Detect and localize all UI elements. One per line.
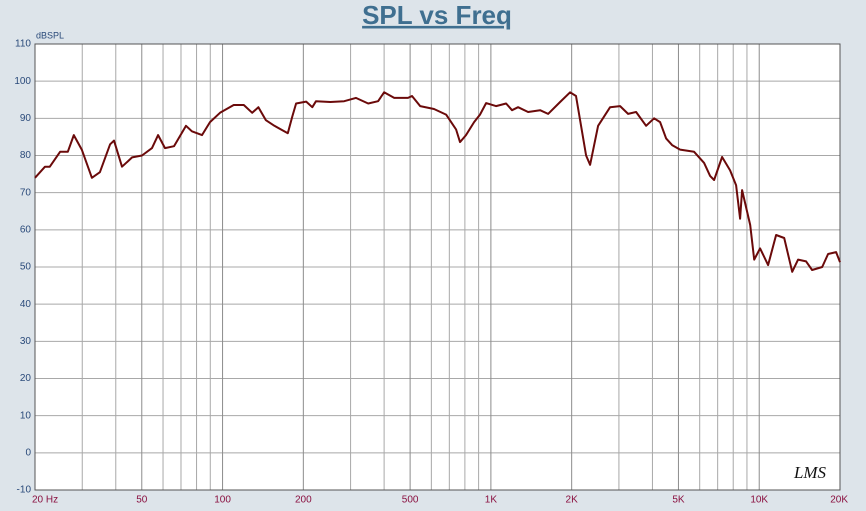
x-tick-label: 100 bbox=[214, 495, 231, 506]
y-tick-label: 20 bbox=[20, 373, 32, 384]
y-tick-label: 30 bbox=[20, 336, 32, 347]
plot-frame bbox=[34, 43, 841, 491]
x-tick-label: 500 bbox=[402, 495, 419, 506]
y-tick-label: 40 bbox=[20, 299, 32, 310]
y-tick-label: 50 bbox=[20, 262, 32, 273]
y-tick-label: 70 bbox=[20, 187, 32, 198]
y-tick-label: 80 bbox=[20, 150, 32, 161]
spl-line bbox=[34, 91, 841, 273]
chart-title: SPL vs Freq bbox=[362, 0, 512, 30]
x-tick-label: 200 bbox=[295, 495, 312, 506]
x-tick-label: 5K bbox=[672, 495, 685, 506]
y-tick-label: -10 bbox=[17, 485, 32, 496]
x-tick-label: 50 bbox=[136, 495, 148, 506]
x-tick-label: 1K bbox=[485, 495, 498, 506]
x-tick-label: 10K bbox=[750, 495, 768, 506]
y-tick-label: 0 bbox=[25, 447, 31, 458]
grid bbox=[34, 43, 841, 491]
y-tick-label: 110 bbox=[15, 39, 31, 50]
x-tick-label: 20 Hz bbox=[32, 495, 58, 506]
watermark: LMS bbox=[793, 463, 827, 482]
x-tick-label: 20K bbox=[830, 495, 848, 506]
y-tick-label: 60 bbox=[20, 224, 32, 235]
x-tick-label: 2K bbox=[566, 495, 579, 506]
y-tick-label: 10 bbox=[20, 410, 32, 421]
y-axis-label: dBSPL bbox=[36, 30, 64, 40]
y-tick-label: 100 bbox=[14, 76, 31, 87]
y-tick-label: 90 bbox=[20, 113, 32, 124]
